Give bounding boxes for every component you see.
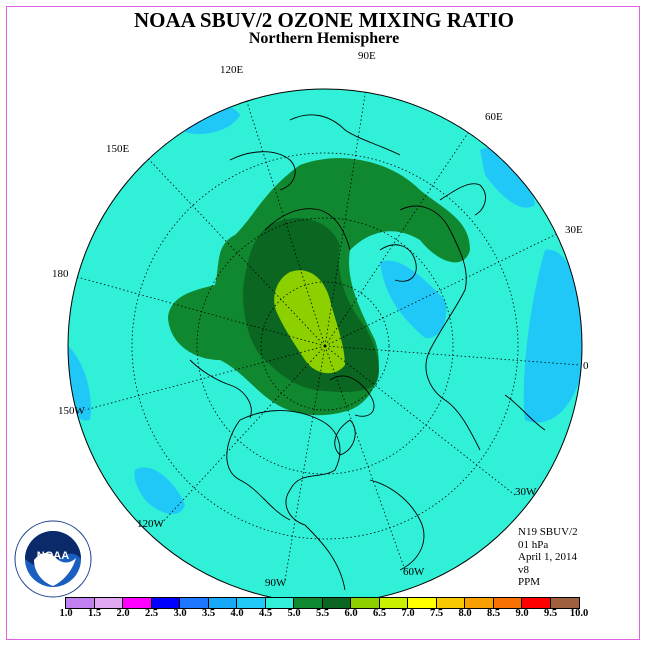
- version-label: v8: [518, 563, 529, 576]
- colorbar-swatch: [66, 598, 95, 608]
- colorbar-swatch: [265, 598, 294, 608]
- longitude-label-60w: 60W: [403, 566, 425, 578]
- units-label: PPM: [518, 576, 541, 588]
- colorbar-swatch: [379, 598, 408, 608]
- low-ozone-patch: [134, 467, 185, 515]
- longitude-label-120e: 120E: [220, 64, 244, 76]
- colorbar-tick-label: 10.0: [569, 608, 589, 619]
- colorbar-swatch: [322, 598, 351, 608]
- longitude-label-30w: 30W: [515, 486, 537, 498]
- low-ozone-patch: [480, 148, 535, 208]
- longitude-label-150e: 150E: [106, 143, 130, 155]
- colorbar-tick-label: 2.5: [144, 608, 159, 619]
- colorbar-swatch: [180, 598, 209, 608]
- colorbar-swatch: [237, 598, 266, 608]
- longitude-label-150w: 150W: [58, 405, 85, 417]
- colorbar-swatch: [436, 598, 465, 608]
- peak-ozone-region: [274, 270, 345, 374]
- colorbar-tick-label: 4.0: [230, 608, 244, 619]
- low-ozone-patch: [380, 260, 447, 339]
- colorbar-tick-label: 5.5: [315, 608, 330, 619]
- map-subtitle: Northern Hemisphere: [248, 30, 400, 47]
- coastlines: [189, 114, 546, 591]
- colorbar-tick-label: 5.0: [287, 608, 301, 619]
- longitude-label-90e: 90E: [358, 50, 376, 62]
- colorbar-swatch: [123, 598, 152, 608]
- colorbar-tick-label: 9.0: [515, 608, 529, 619]
- colorbar-tick-label: 8.0: [458, 608, 472, 619]
- longitude-label-180: 180: [52, 268, 69, 280]
- satellite-label: N19 SBUV/2: [518, 526, 578, 538]
- colorbar-ticks: 1.0 1.5 2.0 2.5 3.0 3.5 4.0 4.5 5.0 5.5 6.0 6.5 7.0 7…: [0, 608, 648, 622]
- colorbar-swatch: [151, 598, 180, 608]
- noaa-logo: NOAA: [14, 520, 92, 598]
- colorbar-tick-label: 8.5: [486, 608, 501, 619]
- longitude-label-90w: 90W: [265, 577, 287, 589]
- colorbar: [65, 597, 580, 609]
- colorbar-tick-label: 4.5: [258, 608, 273, 619]
- map-title: NOAA SBUV/2 OZONE MIXING RATIO: [134, 8, 514, 32]
- colorbar-swatch: [208, 598, 237, 608]
- date-label: April 1, 2014: [518, 551, 577, 563]
- colorbar-swatch: [522, 598, 551, 608]
- figure-frame: [6, 6, 640, 640]
- colorbar-swatch: [465, 598, 494, 608]
- logo-text: NOAA: [37, 550, 69, 562]
- longitude-label-120w: 120W: [137, 518, 164, 530]
- longitude-label-0: 0: [583, 360, 589, 372]
- colorbar-tick-label: 1.5: [87, 608, 102, 619]
- colorbar-tick-label: 7.5: [429, 608, 444, 619]
- colorbar-tick-label: 9.5: [543, 608, 558, 619]
- colorbar-tick-label: 3.0: [173, 608, 187, 619]
- pressure-level-label: 01 hPa: [518, 538, 549, 551]
- colorbar-swatch: [550, 598, 579, 608]
- longitude-label-60e: 60E: [485, 111, 503, 123]
- colorbar-swatch: [408, 598, 437, 608]
- colorbar-swatch: [351, 598, 380, 608]
- colorbar-tick-label: 1.0: [59, 608, 73, 619]
- colorbar-tick-label: 7.0: [401, 608, 415, 619]
- low-ozone-patch: [523, 249, 582, 423]
- longitude-label-30e: 30E: [565, 224, 583, 236]
- low-ozone-patch: [68, 340, 91, 421]
- product-info: N19 SBUV/2 01 hPa April 1, 2014 v8 PPM: [518, 526, 578, 589]
- colorbar-swatch: [294, 598, 323, 608]
- colorbar-tick-label: 3.5: [201, 608, 216, 619]
- colorbar-swatch: [94, 598, 123, 608]
- colorbar-tick-label: 6.5: [372, 608, 387, 619]
- colorbar-tick-label: 2.0: [116, 608, 130, 619]
- colorbar-tick-label: 6.0: [344, 608, 358, 619]
- meridians: [69, 89, 581, 581]
- colorbar-swatch: [493, 598, 522, 608]
